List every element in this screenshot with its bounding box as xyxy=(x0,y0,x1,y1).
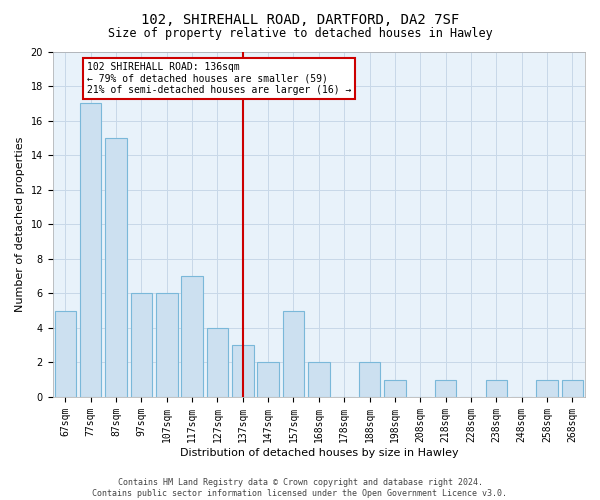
Bar xyxy=(206,328,228,397)
Bar xyxy=(485,380,507,397)
Bar xyxy=(384,380,406,397)
Bar xyxy=(55,310,76,397)
Bar xyxy=(257,362,279,397)
Text: Contains HM Land Registry data © Crown copyright and database right 2024.
Contai: Contains HM Land Registry data © Crown c… xyxy=(92,478,508,498)
X-axis label: Distribution of detached houses by size in Hawley: Distribution of detached houses by size … xyxy=(179,448,458,458)
Bar xyxy=(80,104,101,397)
Y-axis label: Number of detached properties: Number of detached properties xyxy=(15,136,25,312)
Bar xyxy=(105,138,127,397)
Bar xyxy=(181,276,203,397)
Bar xyxy=(156,294,178,397)
Bar xyxy=(131,294,152,397)
Bar xyxy=(435,380,457,397)
Bar xyxy=(359,362,380,397)
Text: 102, SHIREHALL ROAD, DARTFORD, DA2 7SF: 102, SHIREHALL ROAD, DARTFORD, DA2 7SF xyxy=(141,12,459,26)
Text: 102 SHIREHALL ROAD: 136sqm
← 79% of detached houses are smaller (59)
21% of semi: 102 SHIREHALL ROAD: 136sqm ← 79% of deta… xyxy=(87,62,351,95)
Bar xyxy=(232,345,254,397)
Bar xyxy=(283,310,304,397)
Bar xyxy=(536,380,558,397)
Text: Size of property relative to detached houses in Hawley: Size of property relative to detached ho… xyxy=(107,28,493,40)
Bar xyxy=(308,362,329,397)
Bar xyxy=(562,380,583,397)
